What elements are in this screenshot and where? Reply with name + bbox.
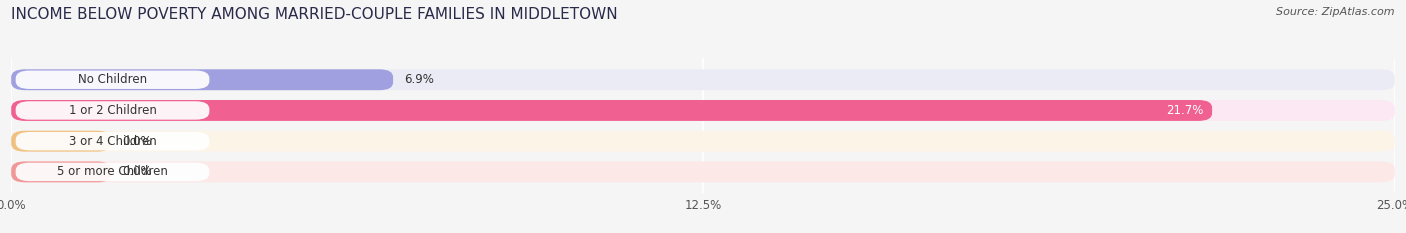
FancyBboxPatch shape (15, 101, 209, 120)
FancyBboxPatch shape (11, 161, 111, 182)
FancyBboxPatch shape (11, 100, 1212, 121)
Text: 1 or 2 Children: 1 or 2 Children (69, 104, 156, 117)
Text: 0.0%: 0.0% (122, 165, 152, 178)
Text: No Children: No Children (77, 73, 148, 86)
Text: 6.9%: 6.9% (404, 73, 434, 86)
Text: 5 or more Children: 5 or more Children (58, 165, 167, 178)
Text: 21.7%: 21.7% (1167, 104, 1204, 117)
Text: INCOME BELOW POVERTY AMONG MARRIED-COUPLE FAMILIES IN MIDDLETOWN: INCOME BELOW POVERTY AMONG MARRIED-COUPL… (11, 7, 617, 22)
FancyBboxPatch shape (15, 163, 209, 181)
FancyBboxPatch shape (15, 71, 209, 89)
Text: 3 or 4 Children: 3 or 4 Children (69, 135, 156, 148)
FancyBboxPatch shape (15, 132, 209, 150)
FancyBboxPatch shape (11, 69, 1395, 90)
FancyBboxPatch shape (11, 131, 1395, 152)
FancyBboxPatch shape (11, 131, 111, 152)
FancyBboxPatch shape (11, 161, 1395, 182)
FancyBboxPatch shape (11, 100, 1395, 121)
Text: 0.0%: 0.0% (122, 135, 152, 148)
FancyBboxPatch shape (11, 69, 394, 90)
Text: Source: ZipAtlas.com: Source: ZipAtlas.com (1277, 7, 1395, 17)
